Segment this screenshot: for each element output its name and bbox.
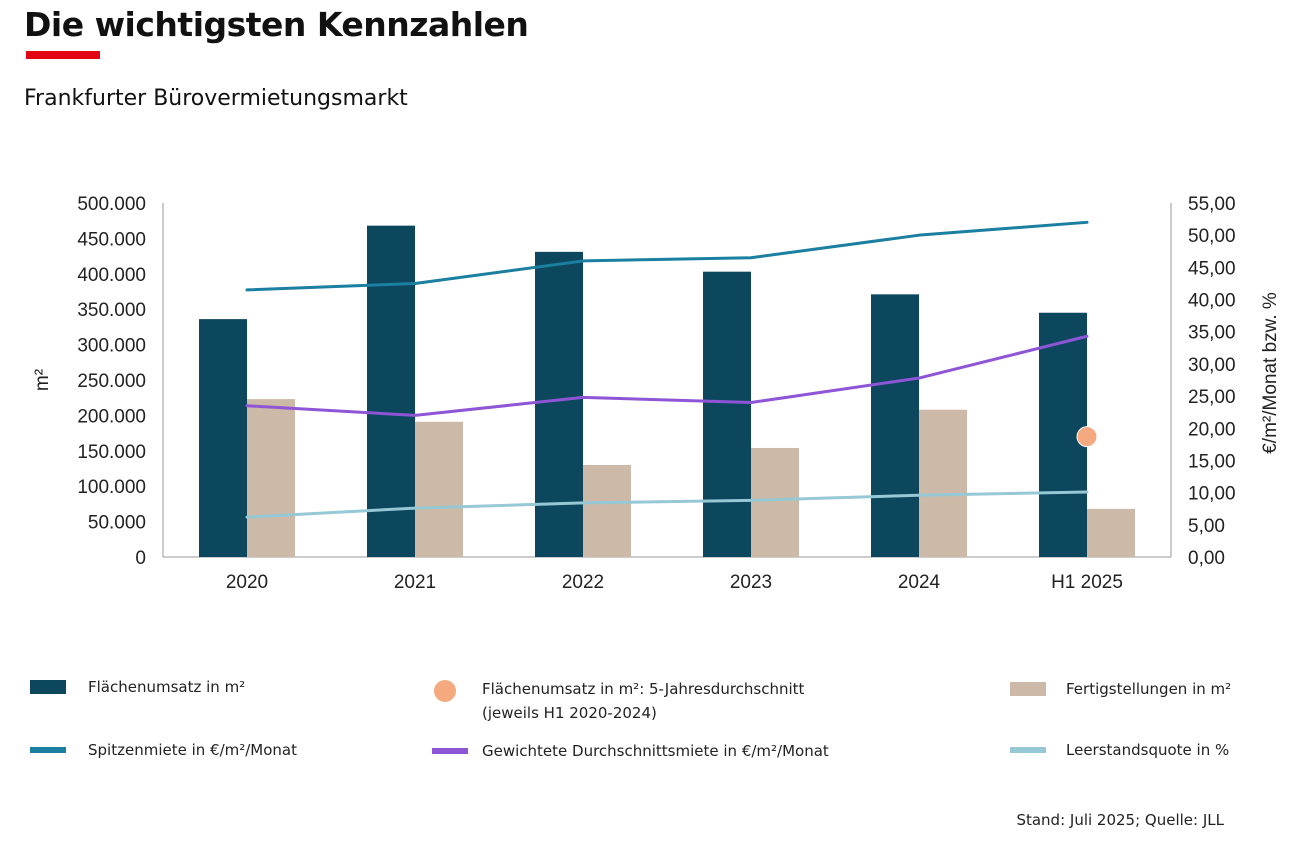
x-tick-label: 2020	[226, 572, 268, 593]
legend-item-durchschnittsmiete: Gewichtete Durchschnittsmiete in €/m²/Mo…	[432, 740, 872, 780]
y-left-tick-label: 250.000	[77, 371, 146, 392]
legend-label-fuenfjahresdurchschnitt-line2: (jeweils H1 2020-2024)	[482, 704, 657, 722]
y-left-tick-label: 50.000	[88, 513, 146, 534]
line-durchschnittsmiete	[245, 334, 1089, 417]
y-right-tick-label: 55,00	[1188, 194, 1236, 215]
legend-label-fertigstellungen: Fertigstellungen in m²	[1066, 680, 1232, 698]
legend-label-leerstandsquote: Leerstandsquote in %	[1066, 741, 1230, 759]
legend-item-fertigstellungen: Fertigstellungen in m²	[1010, 678, 1270, 718]
legend-label-durchschnittsmiete: Gewichtete Durchschnittsmiete in €/m²/Mo…	[482, 742, 829, 760]
legend-item-leerstandsquote: Leerstandsquote in %	[1010, 739, 1270, 779]
x-tick-label: 2022	[562, 572, 604, 593]
y-right-tick-label: 5,00	[1188, 516, 1225, 537]
bar-flaechenumsatz	[199, 319, 247, 557]
bar-fertigstellungen	[919, 409, 967, 557]
y-right-tick-label: 10,00	[1188, 484, 1236, 505]
legend-label-flaechenumsatz: Flächenumsatz in m²	[88, 678, 246, 696]
y-left-tick-label: 100.000	[77, 477, 146, 498]
y-left-tick-label: 350.000	[77, 300, 146, 321]
line-spitzenmiete	[245, 220, 1089, 292]
y-right-tick-label: 35,00	[1188, 323, 1236, 344]
bar-flaechenumsatz	[367, 225, 415, 557]
source-note: Stand: Juli 2025; Quelle: JLL	[1016, 811, 1224, 829]
legend-swatch-fertigstellungen	[1010, 682, 1046, 696]
y-left-tick-label: 500.000	[77, 194, 146, 215]
y-right-tick-label: 45,00	[1188, 258, 1236, 279]
bar-fertigstellungen	[1087, 508, 1135, 557]
combo-chart: 500.000 450.000 400.000 350.000 300.000 250.0…	[32, 194, 1281, 593]
bar-flaechenumsatz	[535, 251, 583, 558]
line-leerstandsquote	[245, 490, 1089, 519]
legend-swatch-leerstandsquote	[1010, 747, 1046, 753]
y-right-tick-label: 30,00	[1188, 355, 1236, 376]
legend-label-spitzenmiete: Spitzenmiete in €/m²/Monat	[88, 741, 298, 759]
legend-swatch-flaechenumsatz	[30, 680, 66, 694]
bar-fertigstellungen	[583, 464, 631, 557]
bar-fertigstellungen	[751, 447, 799, 557]
legend-swatch-spitzenmiete	[30, 747, 66, 753]
bar-flaechenumsatz	[871, 294, 919, 557]
page-title: Die wichtigsten Kennzahlen	[24, 5, 529, 44]
legend-item-flaechenumsatz: Flächenumsatz in m²	[30, 676, 330, 716]
bar-fertigstellungen	[415, 421, 463, 557]
x-tick-label: H1 2025	[1051, 572, 1123, 593]
y-right-tick-label: 20,00	[1188, 419, 1236, 440]
y-left-tick-label: 150.000	[77, 442, 146, 463]
y-right-tick-label: 50,00	[1188, 226, 1236, 247]
legend-label-fuenfjahresdurchschnitt-line1: Flächenumsatz in m²: 5-Jahresdurchschnit…	[482, 680, 805, 698]
y-right-tick-label: 0,00	[1188, 548, 1225, 569]
x-tick-label: 2024	[898, 572, 941, 593]
bar-fertigstellungen	[247, 399, 295, 557]
y-right-tick-label: 25,00	[1188, 387, 1236, 408]
x-tick-label: 2023	[730, 572, 772, 593]
point-fuenfjahresdurchschnitt	[1076, 426, 1098, 448]
title-accent-bar	[26, 51, 100, 59]
y-left-tick-label: 300.000	[77, 336, 146, 357]
legend-swatch-durchschnittsmiete	[432, 748, 468, 754]
y-left-tick-label: 400.000	[77, 265, 146, 286]
y-right-tick-label: 15,00	[1188, 451, 1236, 472]
x-tick-label: 2021	[394, 572, 436, 593]
y-left-tick-label: 0	[135, 548, 146, 569]
legend-swatch-fuenfjahresdurchschnitt	[434, 680, 456, 702]
y-left-tick-label: 200.000	[77, 406, 146, 427]
page-subtitle: Frankfurter Bürovermietungsmarkt	[24, 86, 408, 111]
y-left-tick-label: 450.000	[77, 229, 146, 250]
legend-item-fuenfjahresdurchschnitt: Flächenumsatz in m²: 5-Jahresdurchschnit…	[432, 678, 852, 724]
y-right-axis-title: €/m²/Monat bzw. %	[1260, 292, 1281, 454]
y-left-axis-title: m²	[32, 369, 53, 391]
legend-item-spitzenmiete: Spitzenmiete in €/m²/Monat	[30, 739, 350, 779]
bar-flaechenumsatz	[703, 271, 751, 557]
y-right-tick-label: 40,00	[1188, 291, 1236, 312]
